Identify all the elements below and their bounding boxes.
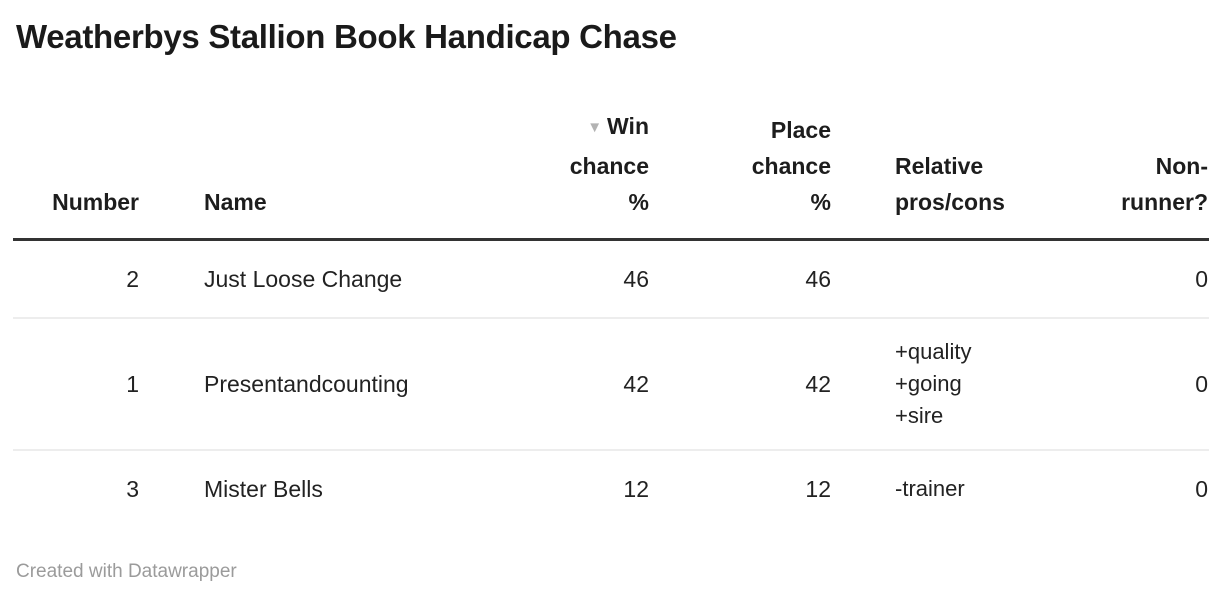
- cell-pros-cons: -trainer: [895, 476, 965, 501]
- cell-number: 2: [13, 239, 140, 319]
- cell-pros-cons: [842, 239, 1068, 319]
- column-header-win-chance-label: Win chance %: [569, 113, 649, 215]
- cell-place-chance: 46: [661, 239, 842, 319]
- table-row: 2 Just Loose Change 46 46 0: [13, 239, 1209, 319]
- cell-win-chance: 12: [623, 476, 649, 502]
- column-header-non-runner[interactable]: Non- runner?: [1068, 108, 1209, 241]
- cell-place-chance: 12: [805, 476, 831, 502]
- cell-name: Presentandcounting: [140, 318, 485, 451]
- cell-name: Mister Bells: [204, 476, 323, 502]
- header-row: Number Name ▼ Win chance % Place chance %…: [13, 108, 1209, 241]
- cell-name: Just Loose Change: [140, 239, 485, 319]
- column-header-place-chance-label: Place chance %: [751, 117, 831, 215]
- page: Weatherbys Stallion Book Handicap Chase …: [13, 18, 1209, 582]
- attribution-link[interactable]: Created with Datawrapper: [16, 561, 237, 582]
- table-body: 2 Just Loose Change 46 46 0 1 Presentand…: [13, 239, 1209, 528]
- cell-place-chance: 42: [661, 318, 842, 451]
- cell-non-runner: 0: [1068, 318, 1209, 451]
- cell-number: 1: [13, 318, 140, 451]
- data-table: Number Name ▼ Win chance % Place chance %…: [13, 108, 1209, 527]
- table-row: 1 Presentandcounting 42 42 +quality +goi…: [13, 318, 1209, 451]
- table-row: 3 Mister Bells 12 12 -trainer 0: [13, 450, 1209, 527]
- cell-non-runner: 0: [1195, 476, 1208, 502]
- sort-descending-icon: ▼: [587, 119, 603, 136]
- column-header-number-label: Number: [52, 189, 139, 215]
- column-header-name[interactable]: Name: [140, 108, 485, 241]
- column-header-pros-cons[interactable]: Relative pros/cons: [842, 108, 1068, 241]
- column-header-non-runner-label: Non- runner?: [1121, 153, 1208, 215]
- cell-win-chance: 46: [485, 239, 661, 319]
- column-header-number[interactable]: Number: [13, 108, 140, 241]
- table-header: Number Name ▼ Win chance % Place chance %…: [13, 108, 1209, 241]
- cell-pros-cons: +quality +going +sire: [842, 318, 1068, 451]
- column-header-win-chance[interactable]: ▼ Win chance %: [485, 108, 661, 241]
- cell-win-chance: 42: [485, 318, 661, 451]
- column-header-place-chance[interactable]: Place chance %: [661, 108, 842, 241]
- cell-non-runner: 0: [1068, 239, 1209, 319]
- column-header-pros-cons-label: Relative pros/cons: [895, 153, 1005, 215]
- page-title: Weatherbys Stallion Book Handicap Chase: [16, 18, 677, 55]
- column-header-name-label: Name: [204, 189, 267, 215]
- cell-number: 3: [126, 476, 139, 502]
